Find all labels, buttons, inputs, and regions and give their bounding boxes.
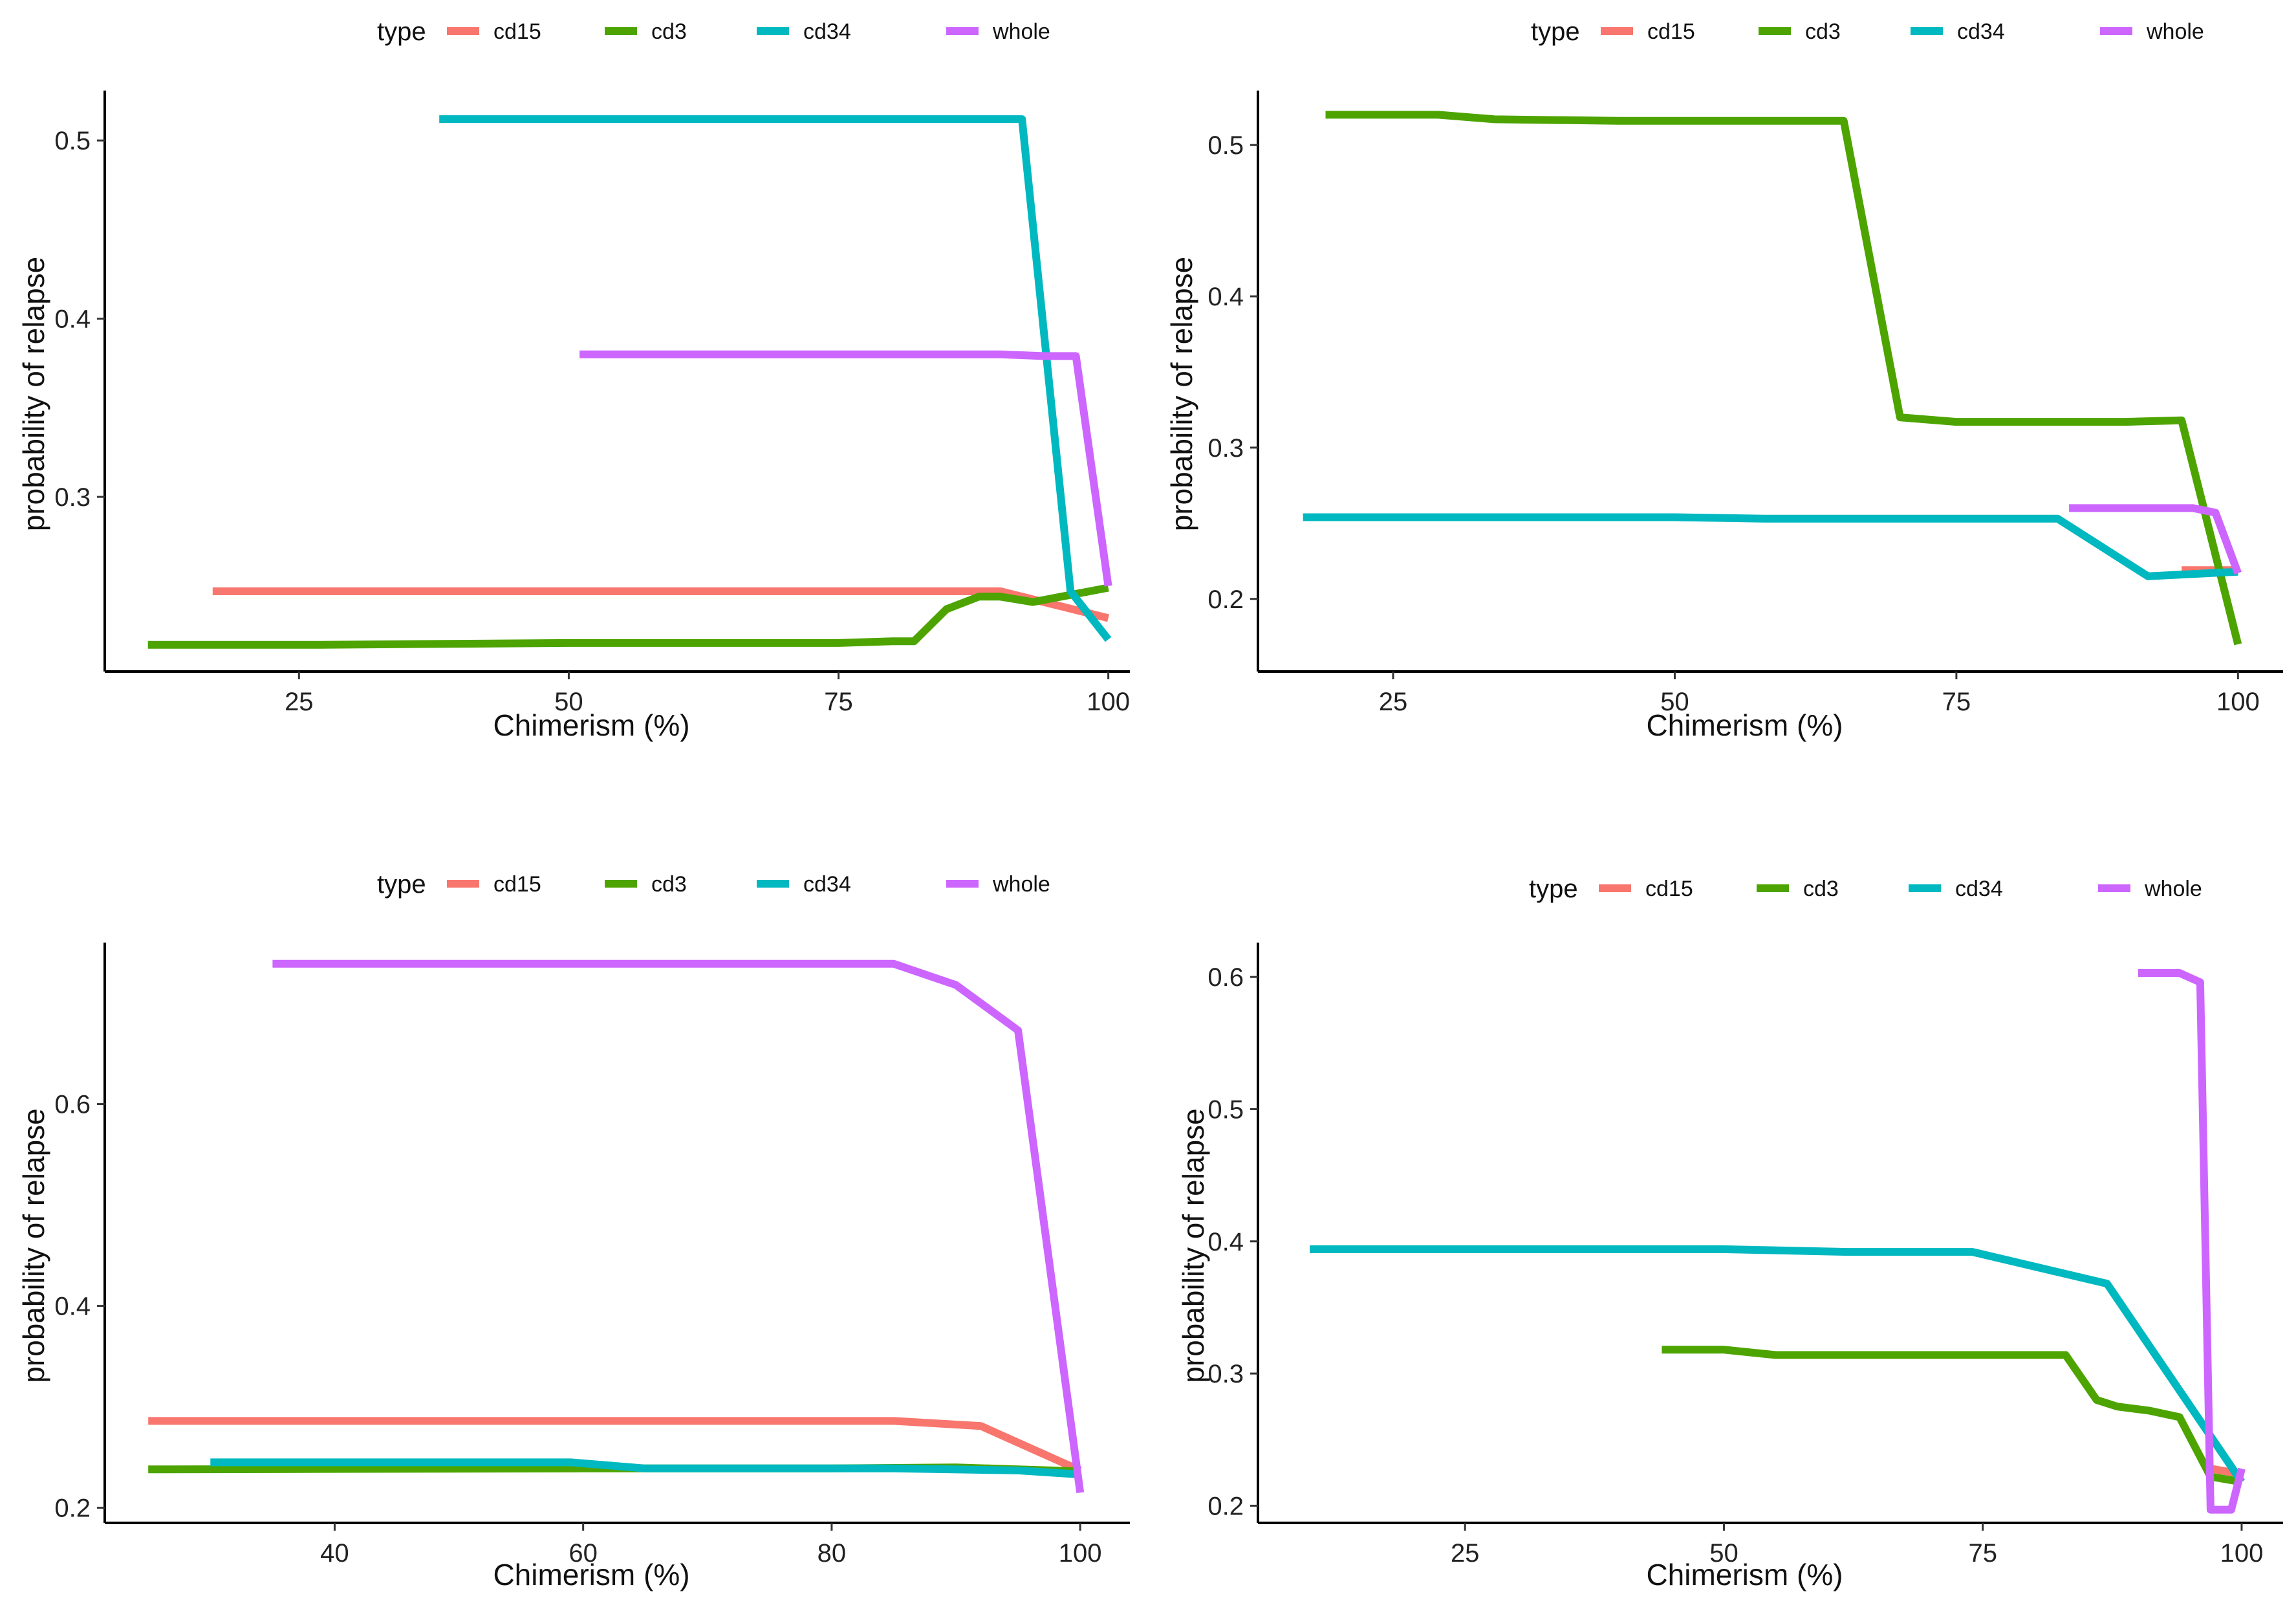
- y-tick-label: 0.4: [54, 1293, 91, 1321]
- y-axis-title: probability of relapse: [1165, 257, 1198, 531]
- legend-label-cd34: cd34: [803, 19, 851, 44]
- series-line-whole: [2069, 504, 2242, 575]
- x-tick-label: 100: [1087, 688, 1130, 716]
- legend: type cd15 cd3 cd34 whole: [1529, 875, 2202, 903]
- chart-panel-1: 25 50 75 100 0.3 0.4 0.5 Chimerism (%) probabili…: [17, 17, 1130, 742]
- series-line-cd34: [210, 1458, 1081, 1479]
- series-line-cd3: [147, 584, 1109, 649]
- y-tick-label: 0.6: [54, 1091, 91, 1119]
- legend-label-cd15: cd15: [1645, 877, 1693, 901]
- y-tick-label: 0.3: [1208, 434, 1244, 463]
- y-axis-title: probability of relapse: [1176, 1108, 1210, 1383]
- legend-label-whole: whole: [2144, 877, 2202, 901]
- x-tick-label: 40: [320, 1539, 349, 1568]
- y-tick-label: 0.4: [54, 305, 91, 334]
- x-tick-label: 25: [285, 688, 314, 716]
- legend-label-cd3: cd3: [651, 872, 687, 897]
- x-tick-label: 60: [569, 1539, 598, 1568]
- legend-label-whole: whole: [992, 872, 1050, 897]
- legend-label-cd34: cd34: [1957, 19, 2005, 44]
- x-axis-title: Chimerism (%): [493, 708, 689, 742]
- x-axis-title: Chimerism (%): [1646, 708, 1843, 742]
- legend-title: type: [1531, 17, 1580, 46]
- legend-label-cd15: cd15: [493, 872, 541, 897]
- x-tick-label: 100: [2220, 1539, 2264, 1568]
- x-tick-label: 80: [818, 1539, 847, 1568]
- y-tick-label: 0.5: [54, 127, 91, 155]
- legend-title: type: [377, 870, 426, 899]
- y-tick-label: 0.2: [54, 1494, 91, 1523]
- y-tick-label: 0.6: [1208, 963, 1244, 992]
- series-line-cd3: [1325, 111, 2242, 646]
- y-tick-label: 0.2: [1208, 1492, 1244, 1520]
- x-tick-label: 75: [824, 688, 853, 716]
- x-tick-label: 25: [1451, 1539, 1480, 1568]
- series-line-cd15: [148, 1417, 1082, 1474]
- legend-label-cd15: cd15: [493, 19, 541, 44]
- series-line-cd3: [1662, 1346, 2243, 1486]
- legend-label-cd3: cd3: [651, 19, 687, 44]
- y-tick-label: 0.5: [1208, 1095, 1244, 1124]
- legend-label-cd15: cd15: [1647, 19, 1695, 44]
- chart-panel-4: 25 50 75 100 0.2 0.3 0.4 0.5 0.6 Chimerism (%) pro…: [1176, 875, 2283, 1591]
- legend-label-cd3: cd3: [1805, 19, 1841, 44]
- y-tick-label: 0.5: [1208, 131, 1244, 160]
- x-tick-label: 50: [1660, 688, 1689, 716]
- legend: type cd15 cd3 cd34 whole: [1531, 17, 2204, 46]
- x-axis-title: Chimerism (%): [1646, 1558, 1843, 1591]
- y-tick-label: 0.2: [1208, 585, 1244, 614]
- y-axis-title: probability of relapse: [17, 1108, 50, 1383]
- chart-panel-2: 25 50 75 100 0.2 0.3 0.4 0.5 Chimerism (%) probab…: [1165, 17, 2283, 742]
- legend-label-cd3: cd3: [1803, 877, 1839, 901]
- x-tick-label: 75: [1968, 1539, 1997, 1568]
- x-tick-label: 50: [1709, 1539, 1738, 1568]
- series-line-cd34: [1310, 1245, 2245, 1485]
- x-tick-label: 50: [554, 688, 583, 716]
- legend-label-whole: whole: [992, 19, 1050, 44]
- y-tick-label: 0.3: [1208, 1360, 1244, 1388]
- y-tick-label: 0.3: [54, 483, 91, 512]
- x-tick-label: 75: [1942, 688, 1971, 716]
- x-tick-label: 25: [1379, 688, 1408, 716]
- legend: type cd15 cd3 cd34 whole: [377, 870, 1050, 899]
- legend-label-cd34: cd34: [1955, 877, 2003, 901]
- x-tick-label: 100: [2216, 688, 2260, 716]
- y-tick-label: 0.4: [1208, 1228, 1244, 1256]
- series-line-whole: [272, 959, 1085, 1493]
- legend: type cd15 cd3 cd34 whole: [377, 17, 1050, 46]
- y-axis-title: probability of relapse: [17, 257, 50, 531]
- legend-label-whole: whole: [2146, 19, 2204, 44]
- x-axis-title: Chimerism (%): [493, 1558, 689, 1591]
- x-tick-label: 100: [1059, 1539, 1102, 1568]
- chart-panel-3: 40 60 80 100 0.2 0.4 0.6 Chimerism (%) probabili…: [17, 870, 1130, 1591]
- legend-title: type: [1529, 875, 1578, 903]
- y-tick-label: 0.4: [1208, 283, 1244, 311]
- series-line-cd34: [1303, 513, 2238, 580]
- series-line-cd34: [439, 115, 1112, 642]
- series-line-whole: [2138, 969, 2246, 1514]
- series-line-whole: [579, 350, 1112, 587]
- legend-label-cd34: cd34: [803, 872, 851, 897]
- series-line-cd15: [212, 587, 1110, 622]
- legend-title: type: [377, 17, 426, 46]
